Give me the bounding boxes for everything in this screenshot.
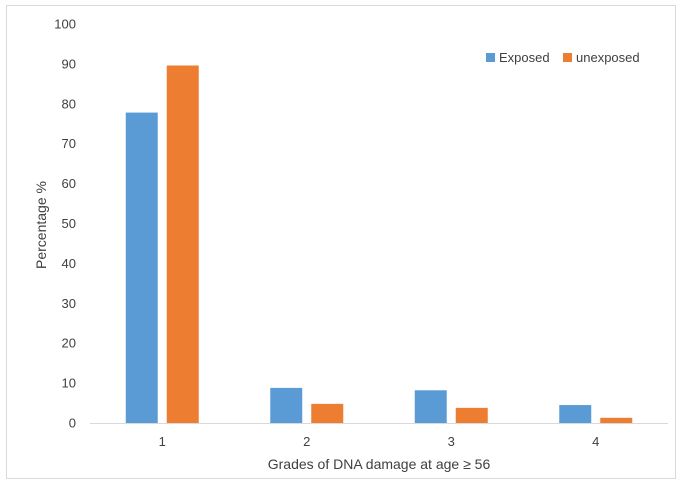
y-tick-label: 10 (62, 376, 76, 391)
bar-unexposed-grade-1 (166, 65, 199, 423)
y-tick-label: 70 (62, 136, 76, 151)
bar-exposed-grade-1 (125, 112, 158, 423)
bar-exposed-grade-2 (270, 387, 303, 423)
y-tick-label: 40 (62, 256, 76, 271)
y-tick-label: 50 (62, 216, 76, 231)
bar-unexposed-grade-3 (455, 407, 488, 423)
chart-frame (6, 5, 676, 479)
y-tick-label: 100 (54, 17, 76, 32)
legend: Exposed unexposed (486, 50, 640, 65)
y-tick-label: 20 (62, 336, 76, 351)
x-tick-label: 4 (592, 434, 599, 449)
legend-swatch-unexposed (563, 53, 572, 62)
x-tick-label: 2 (303, 434, 310, 449)
bars (125, 65, 633, 423)
bar-exposed-grade-3 (414, 390, 447, 423)
x-axis-tick-labels: 1 2 3 4 (159, 434, 600, 449)
y-axis-title: Percentage % (33, 181, 49, 269)
x-axis-title: Grades of DNA damage at age ≥ 56 (268, 456, 491, 472)
y-tick-label: 60 (62, 176, 76, 191)
bar-exposed-grade-4 (559, 405, 592, 423)
legend-swatch-exposed (486, 53, 495, 62)
y-tick-label: 90 (62, 56, 76, 71)
x-tick-label: 1 (159, 434, 166, 449)
y-tick-label: 30 (62, 296, 76, 311)
bar-unexposed-grade-2 (311, 403, 344, 423)
y-axis-tick-labels: 0 10 20 30 40 50 60 70 80 90 100 (54, 17, 76, 431)
x-tick-label: 3 (448, 434, 455, 449)
y-tick-label: 80 (62, 96, 76, 111)
legend-label-unexposed: unexposed (576, 50, 640, 65)
bar-unexposed-grade-4 (600, 417, 633, 423)
y-tick-label: 0 (69, 416, 76, 431)
legend-label-exposed: Exposed (499, 50, 550, 65)
